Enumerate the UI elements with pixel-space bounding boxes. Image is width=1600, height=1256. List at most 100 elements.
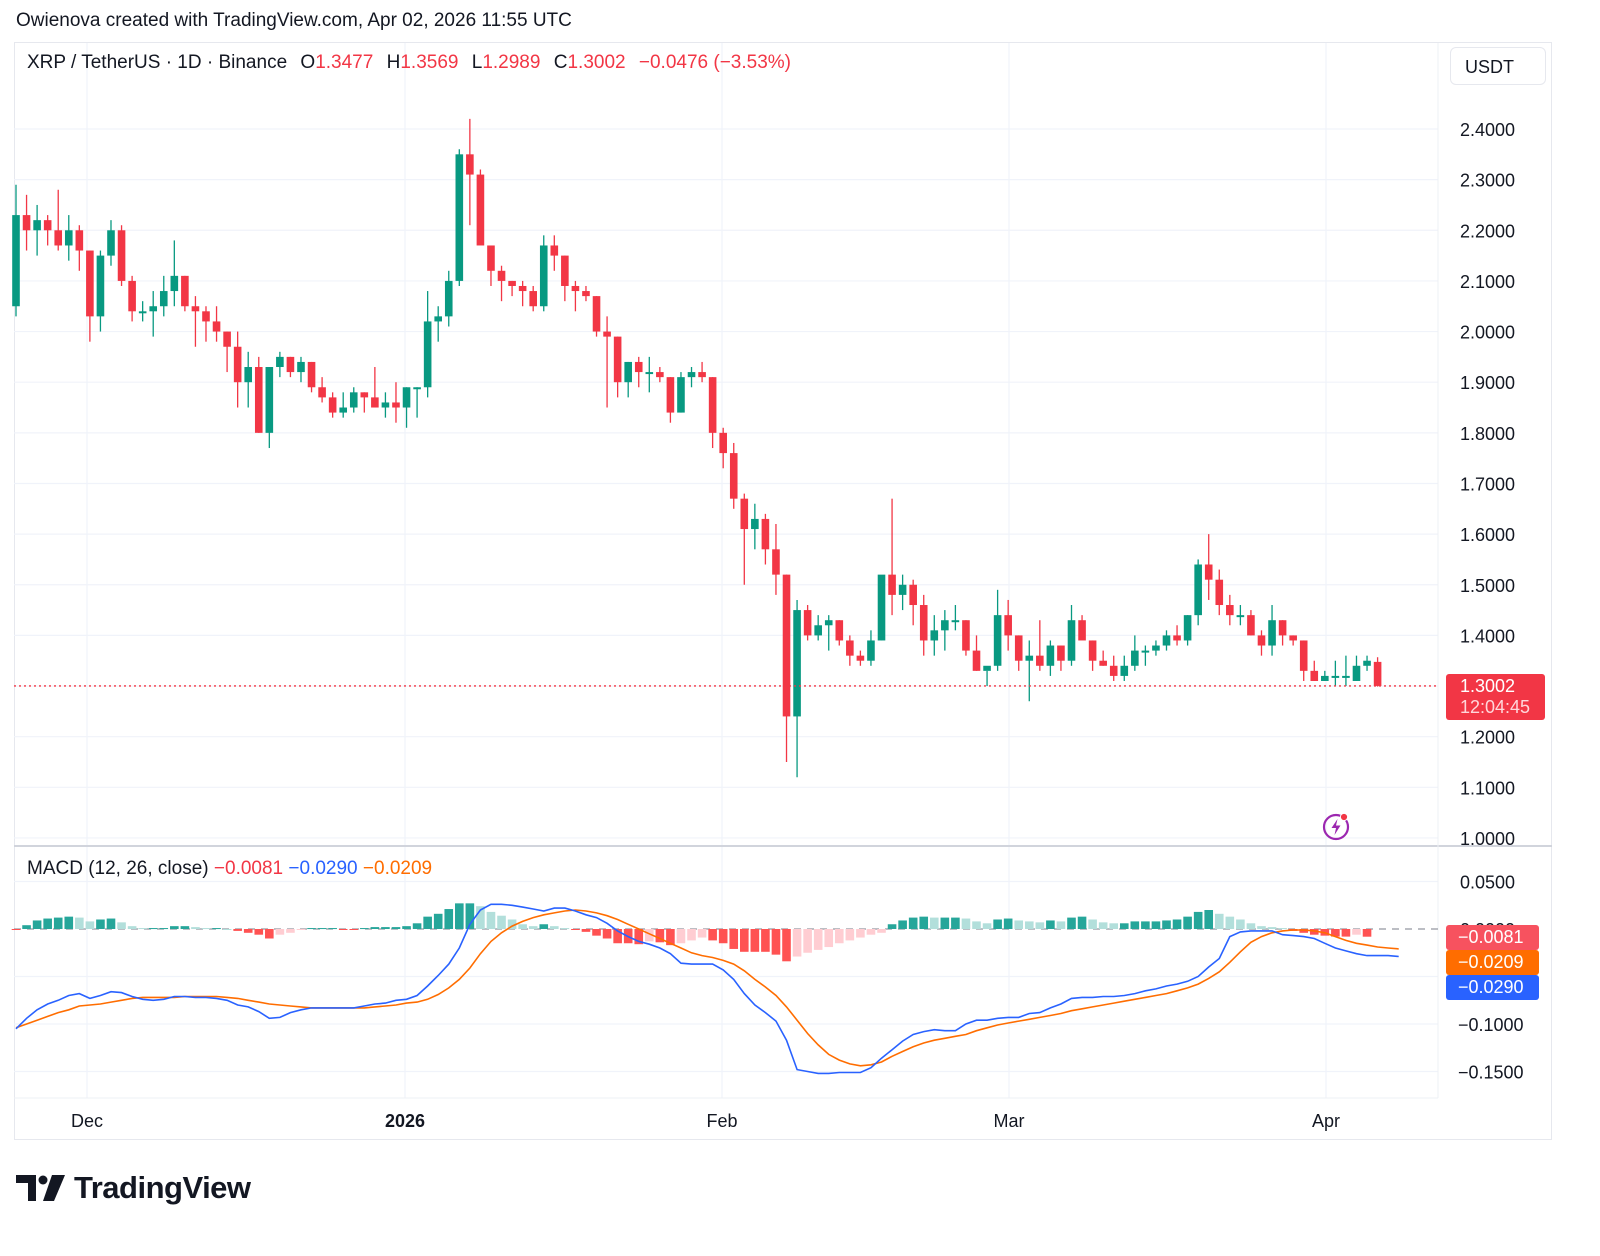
candle-down [835,620,844,641]
time-axis[interactable]: Dec 2026 Feb Mar Apr [71,1111,1340,1131]
candle-down [1299,640,1308,671]
histogram-bar [750,929,760,952]
candle-down [54,230,63,246]
candle-up [867,640,875,661]
histogram-bar [360,928,369,930]
lightning-icon[interactable] [1321,811,1351,841]
macd-signal-value: −0.0209 [362,858,433,879]
histogram-bar [1130,921,1140,929]
macd-histogram [11,903,1372,962]
macd-title[interactable]: MACD (12, 26, close) [27,858,209,879]
histogram-bar [497,915,506,929]
currency-button[interactable]: USDT [1450,47,1546,85]
candle-down [729,453,738,499]
candle-down [561,255,569,286]
price-axis[interactable]: 2.4000 2.3000 2.2000 2.1000 2.0000 1.9000 1.80… [1460,120,1515,849]
histogram-bar [1183,916,1192,929]
candle-up [149,306,158,312]
candle-down [1057,645,1065,661]
histogram-bar [1225,916,1235,929]
histogram-bar [412,923,422,929]
candle-down [1099,660,1107,666]
symbol-title[interactable]: XRP / TetherUS · 1D · Binance [27,52,288,73]
histogram-bar [834,929,844,944]
histogram-bar [1067,917,1076,929]
candle-down [656,372,664,378]
price-axis-label: 1.7000 [1460,474,1515,494]
candle-down [550,245,559,256]
tradingview-logo[interactable]: TradingView [16,1170,251,1206]
candle-up [677,377,685,413]
histogram-bar [53,917,63,929]
histogram-bar [201,928,211,930]
histogram-bar [708,929,717,941]
macd-line-tag: −0.0290 [1446,975,1539,1000]
histogram-bar [1267,927,1277,929]
histogram-bar [718,929,728,944]
candle-up [930,630,939,641]
price-axis-label: 2.3000 [1460,171,1515,191]
candle-down [909,584,917,606]
candle-up [1046,645,1055,666]
histogram-bar [1035,922,1045,929]
macd-axis-label: −0.1000 [1458,1015,1524,1035]
histogram-bar [391,927,401,929]
histogram-bar [1098,922,1108,929]
candle-up [993,615,1002,666]
tradingview-logo-icon [16,1175,65,1201]
histogram-bar [1088,919,1097,929]
histogram-bar [1046,920,1055,929]
candle-down [1215,579,1224,606]
histogram-bar [85,921,95,929]
candle-down [1247,615,1255,636]
histogram-bar [96,919,105,929]
price-axis-label: 1.8000 [1460,424,1515,444]
histogram-bar [370,927,380,929]
candle-down [212,321,221,332]
histogram-bar [1204,910,1214,929]
histogram-bar [254,929,264,935]
candle-down [202,311,210,322]
histogram-bar [993,919,1002,929]
histogram-bar [1141,921,1150,929]
histogram-bar [138,928,147,930]
histogram-bar [687,929,696,941]
candle-down [698,372,706,378]
histogram-bar [22,925,31,929]
candle-down [603,331,611,337]
candle-down [508,280,516,286]
candle-up [1342,675,1350,678]
histogram-bar [645,929,654,942]
candle-up [1236,615,1245,618]
histogram-bar [222,929,232,930]
candle-up [1268,620,1276,646]
candle-down [856,655,865,661]
histogram-bar [550,926,559,929]
candle-down [888,574,896,595]
candle-up [170,275,179,292]
candle-down [592,296,601,332]
candle-up [1162,635,1171,646]
candle-down [582,291,590,297]
histogram-bar [613,929,622,944]
histogram-bar [592,929,601,936]
candle-up [814,625,822,636]
candle-up [159,291,168,307]
histogram-bar [1257,926,1266,929]
macd-histogram-tag: −0.0081 [1446,925,1539,950]
time-axis-label: Apr [1312,1111,1340,1131]
candle-down [476,174,485,246]
histogram-bar [697,929,707,938]
histogram-bar [1077,916,1087,929]
histogram-bar [317,928,327,930]
candle-up [1321,675,1329,681]
tradingview-wordmark: TradingView [74,1170,251,1205]
price-axis-label: 1.4000 [1460,626,1515,646]
candle-down [392,402,400,408]
histogram-bar [148,928,158,930]
histogram-bar [455,903,464,929]
histogram-bar [296,929,306,930]
histogram-bar [275,929,285,935]
candle-up [539,245,548,307]
